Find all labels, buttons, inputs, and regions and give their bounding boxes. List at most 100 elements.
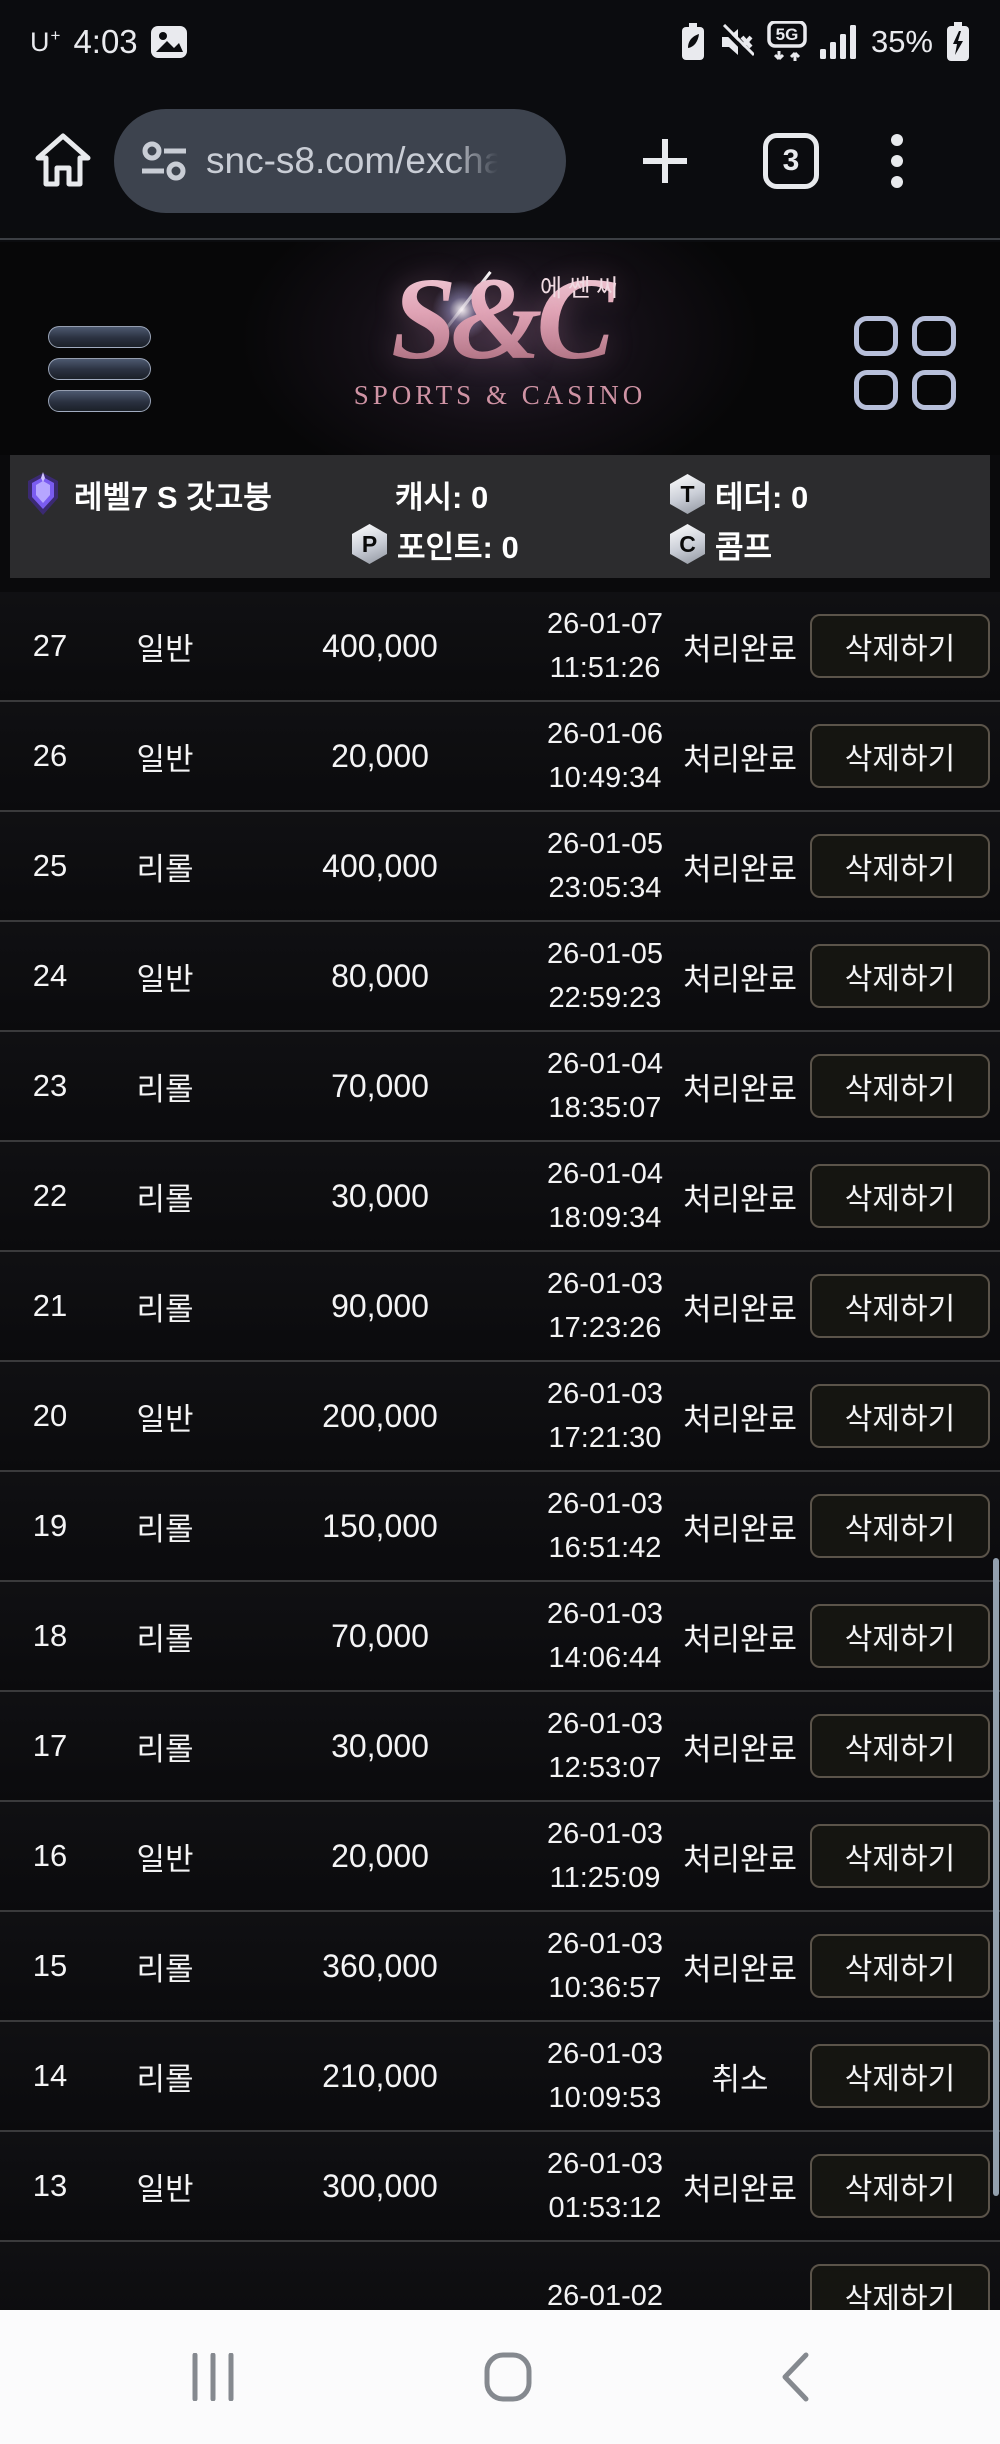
row-status: 처리완료 [682, 1291, 798, 1327]
row-number: 22 [32, 1178, 68, 1213]
delete-button[interactable]: 삭제하기 [810, 724, 990, 788]
back-button[interactable] [780, 2352, 810, 2402]
row-time: 23:05:34 [548, 872, 662, 904]
row-date: 26-01-03 [546, 2148, 664, 2180]
home-nav-button[interactable] [484, 2352, 532, 2402]
logo-korean-text: 에쎈씨 [540, 275, 625, 302]
row-amount: 70,000 [331, 1067, 429, 1104]
row-datetime: 26-01-04 18:35:07 [530, 1042, 680, 1130]
user-info-bar: 레벨7 S 갓고붕 캐시: 0 T 테더: 0 P 포인트: 0 C 콤프 [10, 455, 990, 578]
row-datetime: 26-01-03 10:09:53 [530, 2032, 680, 2120]
grid-square [912, 316, 956, 356]
row-datetime: 26-01-05 22:59:23 [530, 932, 680, 1020]
row-datetime: 26-01-03 16:51:42 [530, 1482, 680, 1570]
table-row: 26 일반 20,000 26-01-06 10:49:34 처리완료 삭제하기 [0, 702, 1000, 812]
delete-button[interactable]: 삭제하기 [810, 1604, 990, 1668]
site-logo[interactable]: S&C 에쎈씨 SPORTS & CASINO [0, 242, 1000, 411]
tab-switcher-button[interactable]: 3 [763, 133, 819, 189]
grid-square [854, 316, 898, 356]
delete-button[interactable]: 삭제하기 [810, 1164, 990, 1228]
battery-percent: 35% [870, 24, 933, 59]
browser-toolbar: snc-s8.com/excha 3 [0, 84, 1000, 240]
menu-button[interactable] [48, 326, 151, 422]
row-type: 리롤 [136, 1181, 194, 1217]
grid-square [912, 370, 956, 410]
row-time: 14:06:44 [548, 1642, 662, 1674]
delete-button[interactable]: 삭제하기 [810, 1054, 990, 1118]
delete-button[interactable]: 삭제하기 [810, 1824, 990, 1888]
row-amount: 400,000 [322, 847, 438, 884]
row-number: 25 [32, 848, 68, 883]
row-amount: 360,000 [322, 1947, 438, 1984]
row-date: 26-01-03 [546, 1598, 664, 1630]
row-action-cell: 삭제하기 [800, 834, 1000, 898]
level-badge-icon [24, 472, 62, 516]
row-number: 27 [32, 628, 68, 663]
row-status: 처리완료 [682, 851, 798, 887]
row-datetime: 26-01-03 11:25:09 [530, 1812, 680, 1900]
new-tab-button[interactable] [637, 133, 693, 189]
apps-grid-button[interactable] [854, 316, 956, 410]
table-row: 26-01-02 삭제하기 [0, 2242, 1000, 2310]
row-number: 23 [32, 1068, 68, 1103]
row-action-cell: 삭제하기 [800, 1384, 1000, 1448]
delete-button[interactable]: 삭제하기 [810, 834, 990, 898]
delete-button[interactable]: 삭제하기 [810, 1274, 990, 1338]
row-amount: 20,000 [331, 1837, 429, 1874]
row-type: 일반 [136, 1841, 194, 1877]
row-amount: 300,000 [322, 2167, 438, 2204]
row-date: 26-01-03 [546, 1488, 664, 1520]
row-status: 처리완료 [682, 741, 798, 777]
recent-apps-button[interactable] [190, 2353, 236, 2401]
row-time: 17:23:26 [548, 1312, 662, 1344]
delete-button[interactable]: 삭제하기 [810, 2264, 990, 2310]
delete-button[interactable]: 삭제하기 [810, 1494, 990, 1558]
row-date: 26-01-02 [546, 2280, 664, 2310]
delete-button[interactable]: 삭제하기 [810, 2044, 990, 2108]
row-time: 18:09:34 [548, 1202, 662, 1234]
row-date: 26-01-03 [546, 1378, 664, 1410]
delete-button[interactable]: 삭제하기 [810, 944, 990, 1008]
delete-button[interactable]: 삭제하기 [810, 1934, 990, 1998]
table-row: 23 리롤 70,000 26-01-04 18:35:07 처리완료 삭제하기 [0, 1032, 1000, 1142]
row-time: 12:53:07 [548, 1752, 662, 1784]
site-header: S&C 에쎈씨 SPORTS & CASINO [0, 242, 1000, 455]
row-type: 리롤 [136, 2061, 194, 2097]
row-date: 26-01-03 [546, 2038, 664, 2070]
comp-balance[interactable]: C 콤프 [670, 522, 772, 567]
row-number: 16 [32, 1838, 68, 1873]
row-time: 22:59:23 [548, 982, 662, 1014]
scrollbar-thumb[interactable] [993, 1558, 999, 2196]
row-status: 처리완료 [682, 1841, 798, 1877]
row-status: 처리완료 [682, 1951, 798, 1987]
site-settings-icon[interactable] [140, 139, 188, 183]
row-action-cell: 삭제하기 [800, 2264, 1000, 2310]
row-date: 26-01-03 [546, 1928, 664, 1960]
address-bar[interactable]: snc-s8.com/excha [114, 109, 566, 213]
row-datetime: 26-01-03 14:06:44 [530, 1592, 680, 1680]
browser-menu-button[interactable] [890, 132, 904, 190]
home-button[interactable] [26, 130, 100, 192]
row-time: 10:49:34 [548, 762, 662, 794]
network-5g-icon: 5G [767, 21, 807, 63]
row-number: 15 [32, 1948, 68, 1983]
delete-button[interactable]: 삭제하기 [810, 2154, 990, 2218]
table-row: 15 리롤 360,000 26-01-03 10:36:57 처리완료 삭제하기 [0, 1912, 1000, 2022]
row-date: 26-01-03 [546, 1708, 664, 1740]
row-datetime: 26-01-06 10:49:34 [530, 712, 680, 800]
delete-button[interactable]: 삭제하기 [810, 614, 990, 678]
delete-button[interactable]: 삭제하기 [810, 1714, 990, 1778]
delete-button[interactable]: 삭제하기 [810, 1384, 990, 1448]
table-row: 20 일반 200,000 26-01-03 17:21:30 처리완료 삭제하기 [0, 1362, 1000, 1472]
row-amount: 70,000 [331, 1617, 429, 1654]
row-amount: 400,000 [322, 627, 438, 664]
row-number: 20 [32, 1398, 68, 1433]
tether-icon: T [670, 474, 705, 514]
row-number: 18 [32, 1618, 68, 1653]
row-type: 리롤 [136, 1291, 194, 1327]
menu-bar [48, 358, 151, 380]
clock: 4:03 [73, 23, 138, 60]
row-action-cell: 삭제하기 [800, 1054, 1000, 1118]
row-action-cell: 삭제하기 [800, 1164, 1000, 1228]
